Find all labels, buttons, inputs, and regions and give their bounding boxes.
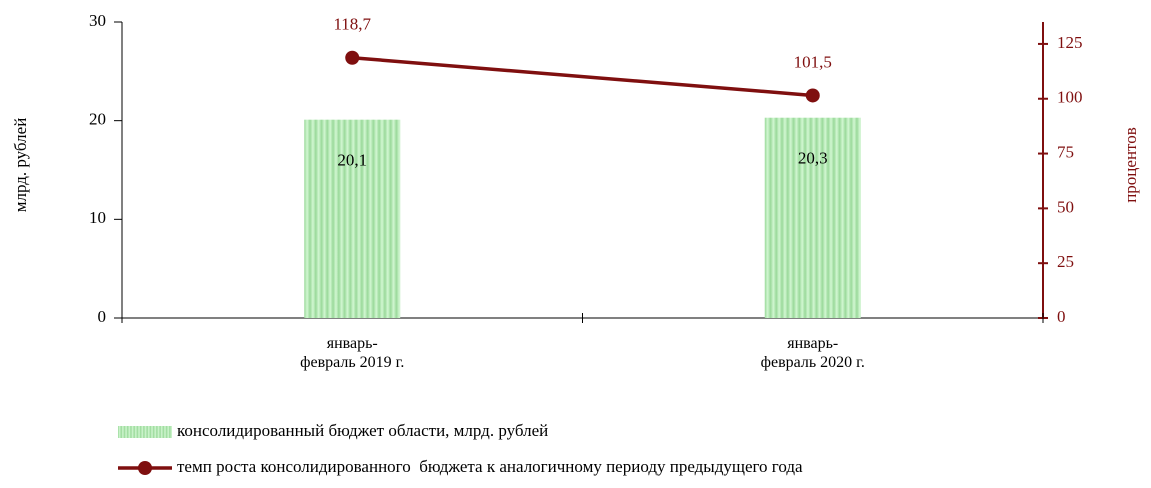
line-point (805, 88, 820, 103)
bar-value-label: 20,3 (798, 149, 828, 168)
line-value-label: 101,5 (794, 52, 832, 71)
y2-axis-label: процентов (1121, 127, 1140, 203)
y2-tick-label: 75 (1057, 142, 1074, 161)
y-tick-label: 20 (89, 110, 106, 129)
y-axis-label: млрд. рублей (11, 118, 30, 213)
bar (764, 117, 861, 318)
y2-tick-label: 50 (1057, 197, 1074, 216)
line-value-label: 118,7 (333, 15, 371, 34)
legend-swatch (118, 426, 172, 438)
y-tick-label: 30 (89, 11, 106, 30)
y2-tick-label: 0 (1057, 307, 1066, 326)
legend-label: консолидированный бюджет области, млрд. … (177, 421, 548, 440)
y-tick-label: 10 (89, 208, 106, 227)
y-tick-label: 0 (98, 307, 107, 326)
x-tick-label: январь- февраль 2020 г. (760, 335, 865, 371)
x-tick-label: январь- февраль 2019 г. (300, 335, 405, 371)
line-point (345, 50, 360, 65)
bar-value-label: 20,1 (337, 151, 367, 170)
bar (304, 119, 401, 319)
y2-tick-label: 25 (1057, 252, 1074, 271)
y2-tick-label: 125 (1057, 33, 1083, 52)
legend-swatch (138, 461, 152, 475)
line (352, 55, 813, 98)
y2-tick-label: 100 (1057, 88, 1083, 107)
legend-label: темп роста консолидированного бюджета к … (177, 457, 803, 476)
